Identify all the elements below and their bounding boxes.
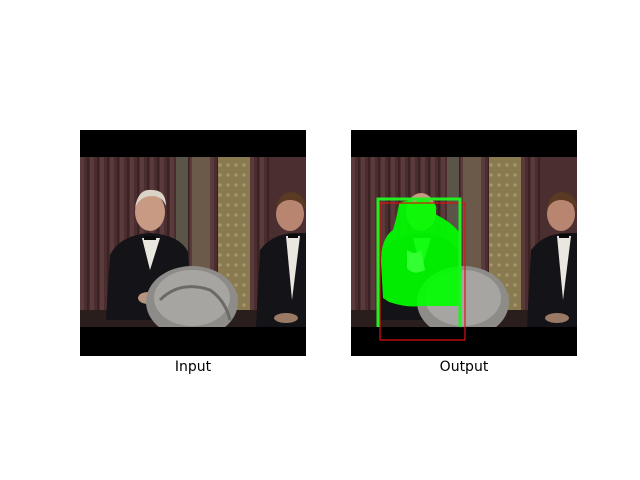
person-right bbox=[256, 192, 306, 327]
input-caption: Input bbox=[174, 359, 212, 375]
output-image-panel bbox=[351, 130, 577, 356]
output-caption: Output bbox=[439, 359, 489, 375]
input-photo bbox=[80, 130, 306, 356]
person-right bbox=[527, 192, 577, 327]
input-image-panel bbox=[80, 130, 306, 356]
output-photo bbox=[351, 130, 577, 356]
